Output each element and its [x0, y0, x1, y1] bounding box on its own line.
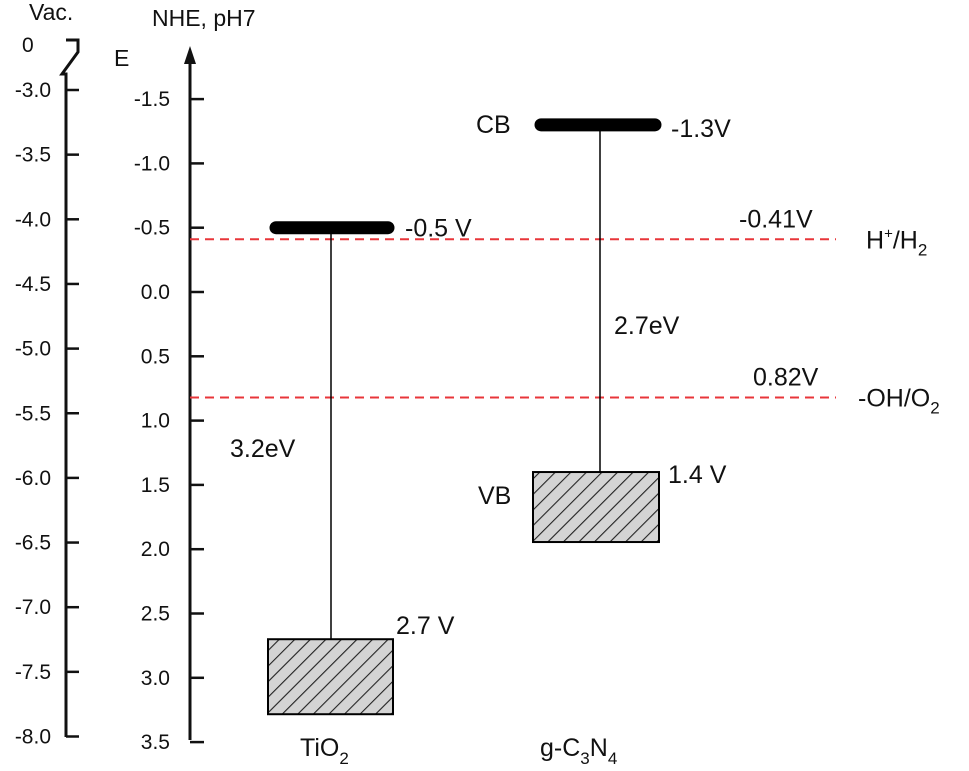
- vac-tick-label: -5.5: [15, 402, 51, 425]
- h2-couple-sup: +: [884, 225, 893, 242]
- nhe-tick-label: -1.0: [134, 152, 170, 175]
- redox-lines: -0.41V H+/H2 0.82V -OH/O2: [190, 205, 940, 417]
- gcn-name-rest: N: [590, 734, 608, 762]
- tio2-vb-box: [267, 638, 394, 716]
- nhe-tick-label: 0.5: [141, 345, 170, 368]
- vac-zero-label: 0: [22, 34, 34, 57]
- nhe-tick-label: 1.5: [141, 474, 170, 497]
- vac-tick-label: -7.5: [15, 661, 51, 684]
- h2-couple-main: H: [866, 226, 884, 254]
- gcn-cb-tag: CB: [476, 111, 511, 139]
- nhe-ticks: -1.5 -1.0 -0.5 0.0 0.5 1.0 1.5 2.0 2.5 3.0 3.5: [134, 88, 204, 754]
- nhe-tick-label: -1.5: [134, 88, 170, 111]
- vac-axis-break: [59, 38, 80, 737]
- o2-couple-sub: 2: [930, 398, 939, 417]
- tio2-gap-label: 3.2eV: [230, 435, 296, 463]
- vac-axis: Vac. 0 -3.0-3.5-4.0-4.5-5.0-5.5-6.0-6.5-…: [15, 0, 80, 749]
- tio2-name-sub: 2: [339, 749, 348, 768]
- o2-couple-main: -OH/O: [858, 384, 930, 412]
- nhe-tick-label: 2.5: [141, 603, 170, 626]
- vac-tick-label: -4.0: [15, 208, 51, 231]
- o2-redox-value: 0.82V: [753, 363, 819, 391]
- nhe-tick-label: 3.0: [141, 667, 170, 690]
- nhe-tick-label: -0.5: [134, 217, 170, 240]
- gcn-cb-label: -1.3V: [671, 115, 731, 143]
- nhe-axis: NHE, pH7 E -1.5 -1.0 -0.5 0.0 0.5 1.0 1.5 2.0 2.…: [114, 5, 256, 754]
- o2-redox-couple: -OH/O2: [858, 384, 940, 417]
- tio2-cb-label: -0.5 V: [405, 215, 472, 243]
- gcn-vb-tag: VB: [478, 482, 511, 510]
- gcn-name-sub2: 4: [608, 749, 617, 768]
- tio2-name: TiO2: [300, 734, 349, 768]
- gcn-vb-label: 1.4 V: [668, 461, 727, 489]
- gcn-name: g-C3N4: [540, 734, 617, 768]
- vac-tick-label: -3.0: [15, 79, 51, 102]
- nhe-axis-title: NHE, pH7: [152, 5, 256, 31]
- tio2-vb-label: 2.7 V: [396, 612, 455, 640]
- h2-couple-sub: 2: [918, 240, 927, 259]
- vac-tick-label: -6.0: [15, 467, 51, 490]
- vac-tick-label: -6.5: [15, 532, 51, 555]
- h2-redox-value: -0.41V: [739, 205, 813, 233]
- nhe-tick-label: 1.0: [141, 410, 170, 433]
- vac-ticks: -3.0 -3.5 -4.0 -4.5 -5.0 -5.5 -6.0 -6.5 -7.0 -7.5…: [15, 79, 79, 749]
- gcn-band: CB -1.3V VB 1.4 V 2.7eV g-C3N4: [476, 111, 731, 768]
- gcn-name-sub: 3: [580, 749, 589, 768]
- tio2-band: -0.5 V 2.7 V 3.2eV TiO2: [230, 215, 472, 768]
- vac-tick-label: -8.0: [15, 726, 51, 749]
- tio2-name-main: TiO: [300, 734, 339, 762]
- vac-tick-label: -5.0: [15, 338, 51, 361]
- vac-axis-title: Vac.: [29, 0, 73, 25]
- gcn-name-main: g-C: [540, 734, 580, 762]
- h2-couple-mid: /H: [893, 226, 918, 254]
- gcn-gap-label: 2.7eV: [614, 312, 680, 340]
- nhe-tick-label: 2.0: [141, 538, 170, 561]
- gcn-vb-box: [532, 471, 660, 544]
- nhe-tick-label: 3.5: [141, 731, 170, 754]
- h2-redox-couple: H+/H2: [866, 225, 927, 259]
- vac-tick-label: -4.5: [15, 273, 51, 296]
- nhe-e-label: E: [114, 45, 129, 71]
- vac-tick-label: -7.0: [15, 596, 51, 619]
- nhe-tick-label: 0.0: [141, 281, 170, 304]
- vac-tick-label: -3.5: [15, 144, 51, 167]
- nhe-axis-arrow: [184, 46, 196, 64]
